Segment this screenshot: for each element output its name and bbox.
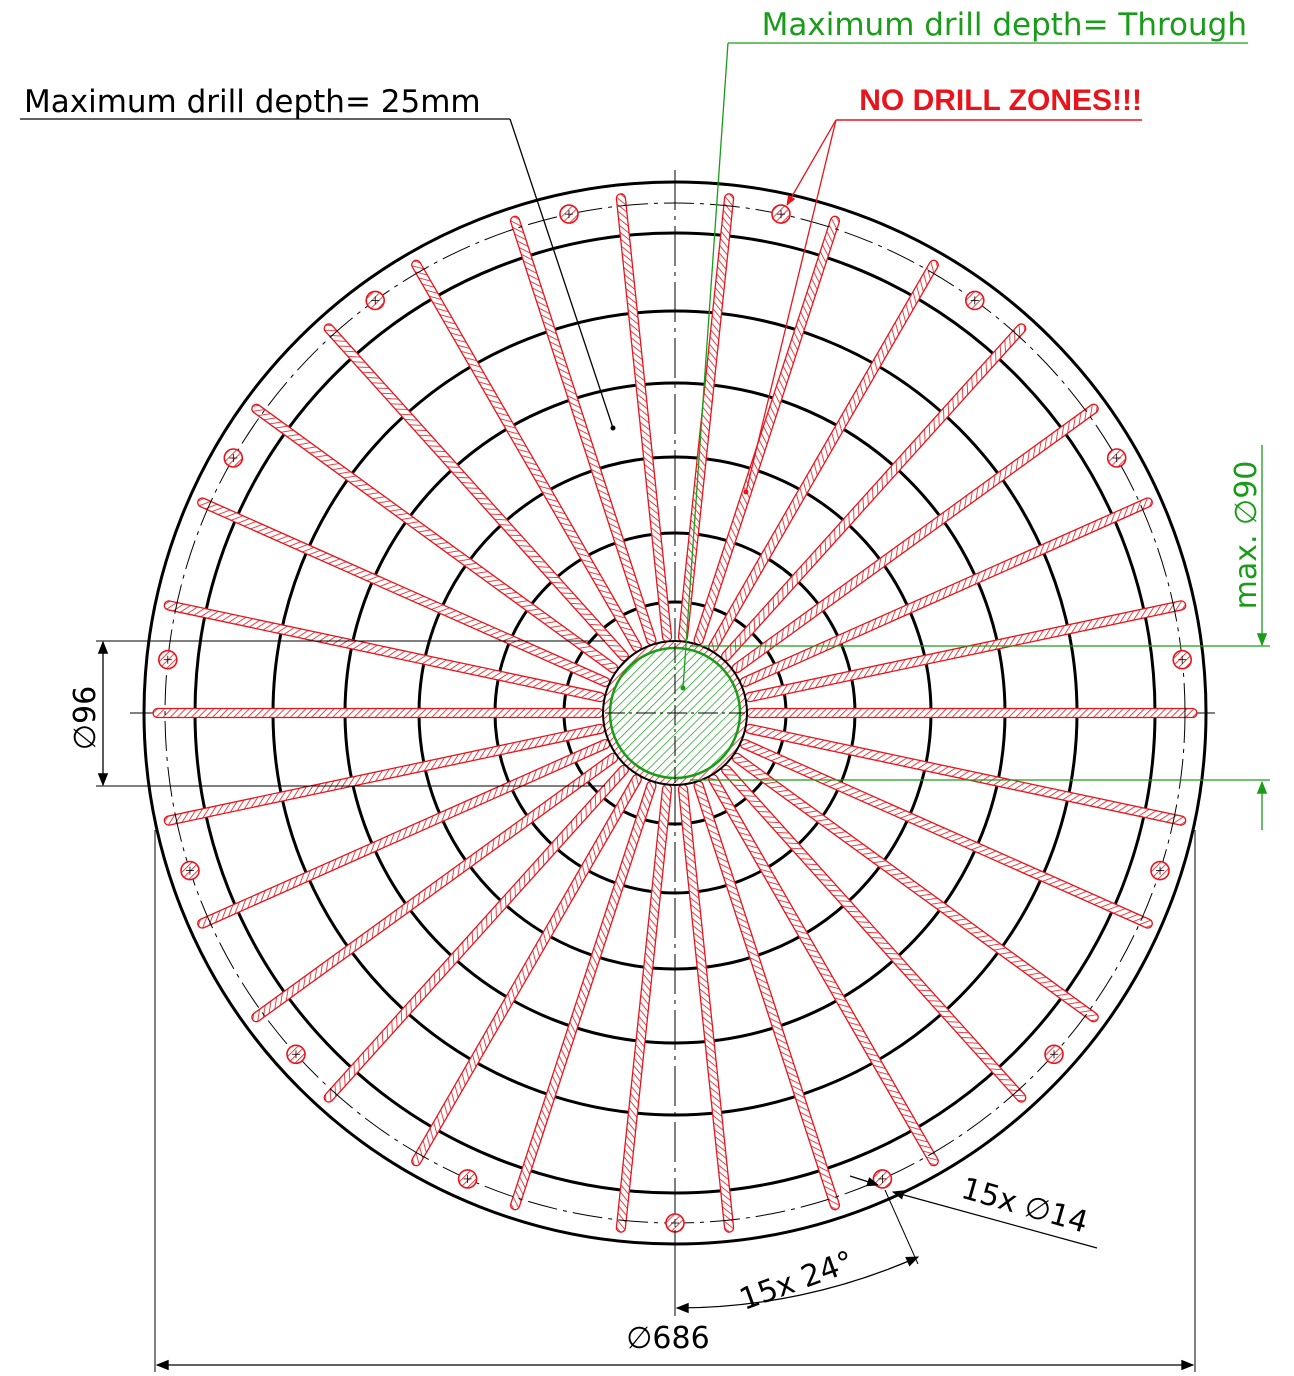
mounting-holes — [158, 204, 1192, 1233]
rib — [746, 707, 1198, 719]
dimension-outer-diameter: ∅686 — [154, 830, 1196, 1372]
rib — [615, 783, 673, 1233]
dimension-through-zone: max. ∅90 — [690, 445, 1270, 830]
rib — [152, 707, 604, 719]
rib — [677, 783, 735, 1233]
no-drill-ribs — [152, 193, 1198, 1233]
callout-no-drill: NO DRILL ZONES!!! — [743, 84, 1142, 495]
dimension-angle-label: 15x 24° — [735, 1244, 858, 1317]
rib — [693, 780, 841, 1211]
dimension-outer-label: ∅686 — [626, 1321, 709, 1356]
rib — [693, 215, 841, 646]
rib — [677, 193, 735, 643]
callout-depth-text: Maximum drill depth= 25mm — [24, 84, 481, 120]
callout-through: Maximum drill depth= Through — [680, 7, 1248, 691]
dimension-holes-label: 15x ∅14 — [957, 1171, 1091, 1240]
callout-depth: Maximum drill depth= 25mm — [20, 84, 616, 431]
callout-no-drill-text: NO DRILL ZONES!!! — [859, 84, 1142, 117]
callout-through-text: Maximum drill depth= Through — [762, 7, 1247, 43]
dimension-through-label: max. ∅90 — [1229, 461, 1264, 610]
dimension-hole-angle: 15x 24° — [674, 1189, 920, 1318]
rib — [615, 193, 673, 643]
rib — [509, 215, 657, 646]
rib — [509, 780, 657, 1211]
dimension-hub-diameter: ∅96 — [68, 640, 605, 787]
dimension-hub-label: ∅96 — [68, 686, 103, 750]
